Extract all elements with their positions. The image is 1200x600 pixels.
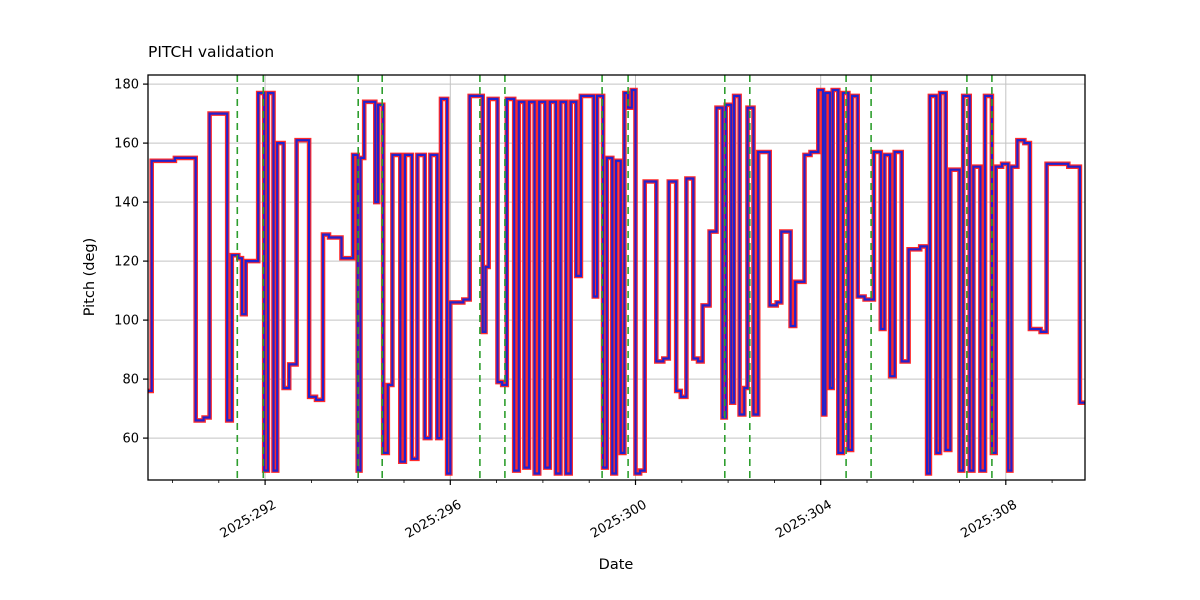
plot-border [147, 74, 1086, 481]
x-tick-label: 2025:304 [773, 497, 834, 541]
y-tick-label: 140 [114, 196, 139, 211]
y-axis-label: Pitch (deg) [82, 238, 98, 317]
x-tick-label: 2025:308 [958, 497, 1019, 541]
x-tick-label: 2025:300 [588, 497, 649, 541]
y-tick-label: 60 [122, 432, 139, 447]
y-tick-label: 180 [114, 78, 139, 93]
x-tick-label: 2025:292 [218, 497, 279, 541]
x-tick-label: 2025:296 [403, 497, 464, 541]
event-marker-lines [236, 75, 993, 480]
series-lines [148, 87, 1085, 476]
y-tick-label: 160 [114, 137, 139, 152]
y-tick-label: 80 [122, 373, 139, 388]
x-axis-label: Date [599, 557, 634, 573]
chart-title: PITCH validation [148, 43, 274, 61]
y-tick-label: 100 [114, 314, 139, 329]
y-tick-label: 120 [114, 255, 139, 270]
